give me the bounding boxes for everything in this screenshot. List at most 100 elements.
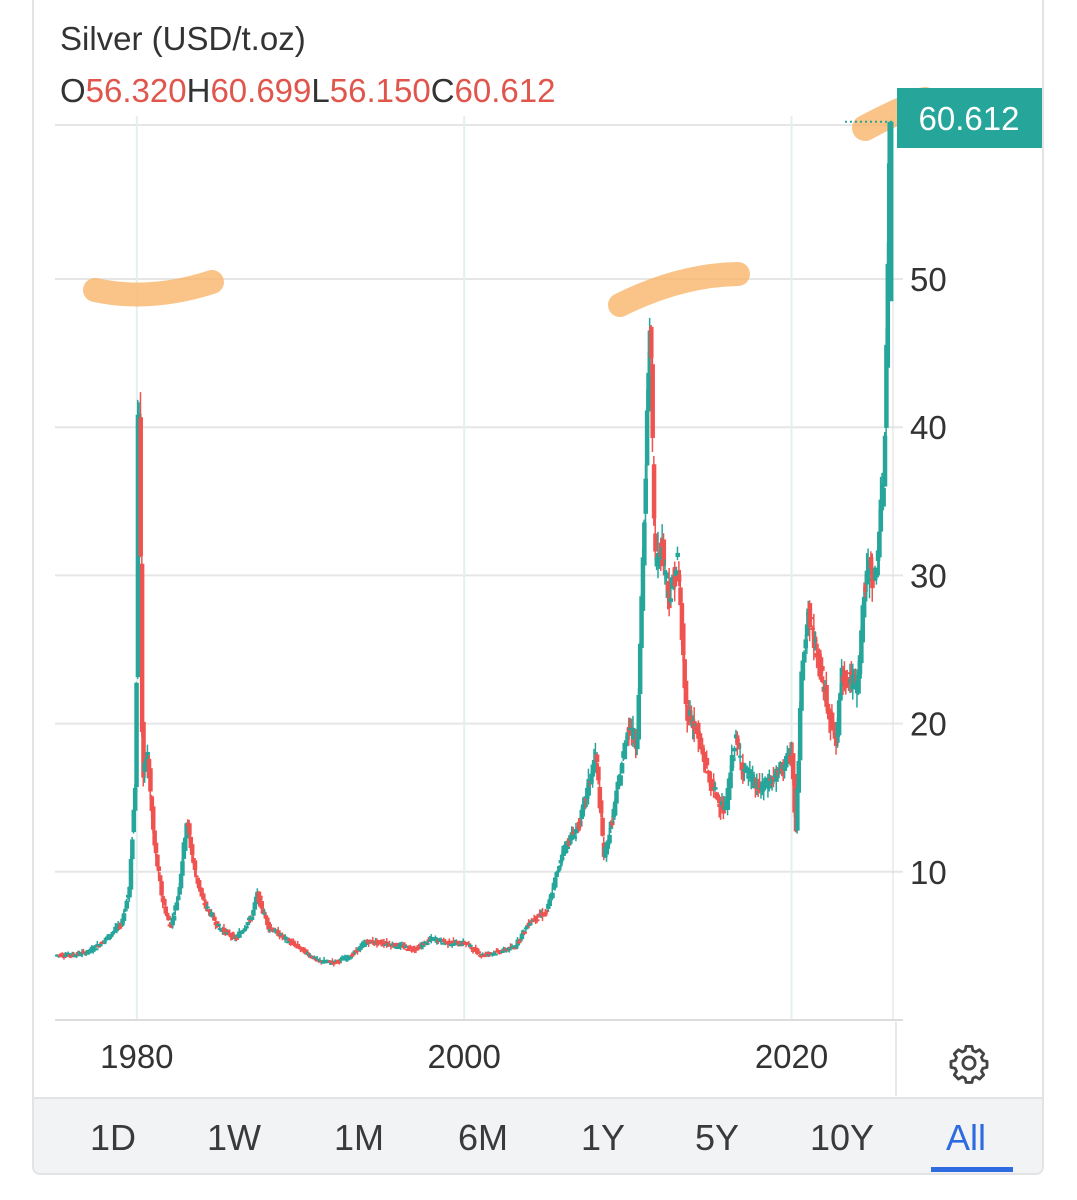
candle-body <box>198 887 203 892</box>
candle-body <box>697 733 703 742</box>
candle-body <box>558 860 564 864</box>
candle-body <box>803 639 808 649</box>
candle-body <box>719 801 725 807</box>
candle-body <box>643 478 648 514</box>
candle-body <box>217 928 223 931</box>
candle-body <box>732 747 738 752</box>
candle-body <box>390 943 395 946</box>
candle-body <box>635 738 640 750</box>
candle-body <box>422 943 427 946</box>
candle-body <box>866 559 871 575</box>
candle-body <box>320 961 326 964</box>
candle-body <box>860 605 866 643</box>
candle-body <box>440 942 445 945</box>
candle-body <box>711 782 717 789</box>
candle-body <box>201 893 206 900</box>
candle-body <box>480 953 486 956</box>
candle-body <box>649 326 654 358</box>
candle-body <box>441 939 447 942</box>
candle-body <box>874 571 879 578</box>
candle-body <box>468 944 473 947</box>
candle-body <box>455 940 461 943</box>
candle-body <box>536 914 541 918</box>
open-label: O <box>60 72 86 109</box>
candle-body <box>799 671 804 711</box>
candle-body <box>733 734 739 739</box>
candle-body <box>169 925 174 928</box>
candle-body <box>96 945 102 948</box>
candle-body <box>774 768 779 782</box>
candle-body <box>540 912 546 917</box>
candle-body <box>713 787 718 790</box>
candle-body <box>625 732 630 740</box>
active-tab-indicator <box>931 1167 1013 1172</box>
high-label: H <box>186 72 211 109</box>
candle-body <box>68 955 74 958</box>
candle-body <box>248 919 253 922</box>
candle-body <box>157 875 163 882</box>
candle-body <box>804 624 810 637</box>
tab-1d[interactable]: 1D <box>89 1117 137 1158</box>
candle-body <box>683 680 689 705</box>
candle-body <box>582 797 587 808</box>
candle-body <box>877 531 882 558</box>
candle-body <box>554 872 559 878</box>
candle-body <box>644 410 650 466</box>
candle-body <box>553 877 558 888</box>
candle-body <box>754 782 760 788</box>
candle-body <box>679 603 685 640</box>
gear-icon[interactable] <box>948 1042 990 1084</box>
candle-body <box>810 627 815 630</box>
candle-body <box>451 940 456 943</box>
candle-body <box>852 674 857 679</box>
candle-body <box>454 941 459 945</box>
candle-body <box>651 464 657 519</box>
candle-body <box>265 917 270 925</box>
candle-body <box>226 930 231 933</box>
candle-body <box>856 669 861 694</box>
candle-body <box>322 959 327 962</box>
candle-body <box>462 941 468 944</box>
candle-body <box>93 948 99 951</box>
candle-body <box>528 922 533 926</box>
candle-body <box>189 844 195 855</box>
candle-body <box>330 961 335 964</box>
candle-body <box>608 821 614 829</box>
close-value: 60.612 <box>454 72 556 109</box>
candle-body <box>825 703 831 714</box>
close-label: C <box>430 72 455 109</box>
tab-1m[interactable]: 1M <box>333 1117 384 1158</box>
candle-body <box>363 941 369 946</box>
candle-body <box>418 945 423 948</box>
candle-body <box>263 915 269 919</box>
candle-body <box>624 744 629 747</box>
candle-body <box>149 796 155 811</box>
candle-body <box>751 777 757 789</box>
candle-body <box>482 955 487 958</box>
candle-body <box>246 917 252 921</box>
candle-body <box>867 578 872 582</box>
price-chart[interactable]: 10 20 30 40 50 1980 2000 2020 60.612 <box>0 0 1077 1100</box>
tab-1w[interactable]: 1W <box>207 1117 261 1158</box>
candle-body <box>534 919 540 922</box>
candle-body <box>162 898 167 906</box>
candle-body <box>295 943 301 948</box>
candle-body <box>163 906 169 914</box>
candle-body <box>704 757 710 766</box>
tab-6m[interactable]: 6M <box>457 1117 508 1158</box>
tab-all[interactable]: All <box>945 1117 986 1158</box>
candle-body <box>341 958 347 961</box>
tab-1y[interactable]: 1Y <box>580 1117 626 1158</box>
candle-body <box>351 952 356 955</box>
candle-body <box>118 924 124 927</box>
tab-10y[interactable]: 10Y <box>809 1117 875 1158</box>
y-tick-label: 10 <box>910 854 947 891</box>
candle-body <box>767 778 772 789</box>
candle-body <box>864 570 870 585</box>
candle-body <box>728 772 733 789</box>
candle-body <box>486 953 491 956</box>
candle-body <box>857 655 863 674</box>
tab-5y[interactable]: 5Y <box>694 1117 740 1158</box>
candle-body <box>565 846 571 849</box>
candle-body <box>829 712 835 730</box>
